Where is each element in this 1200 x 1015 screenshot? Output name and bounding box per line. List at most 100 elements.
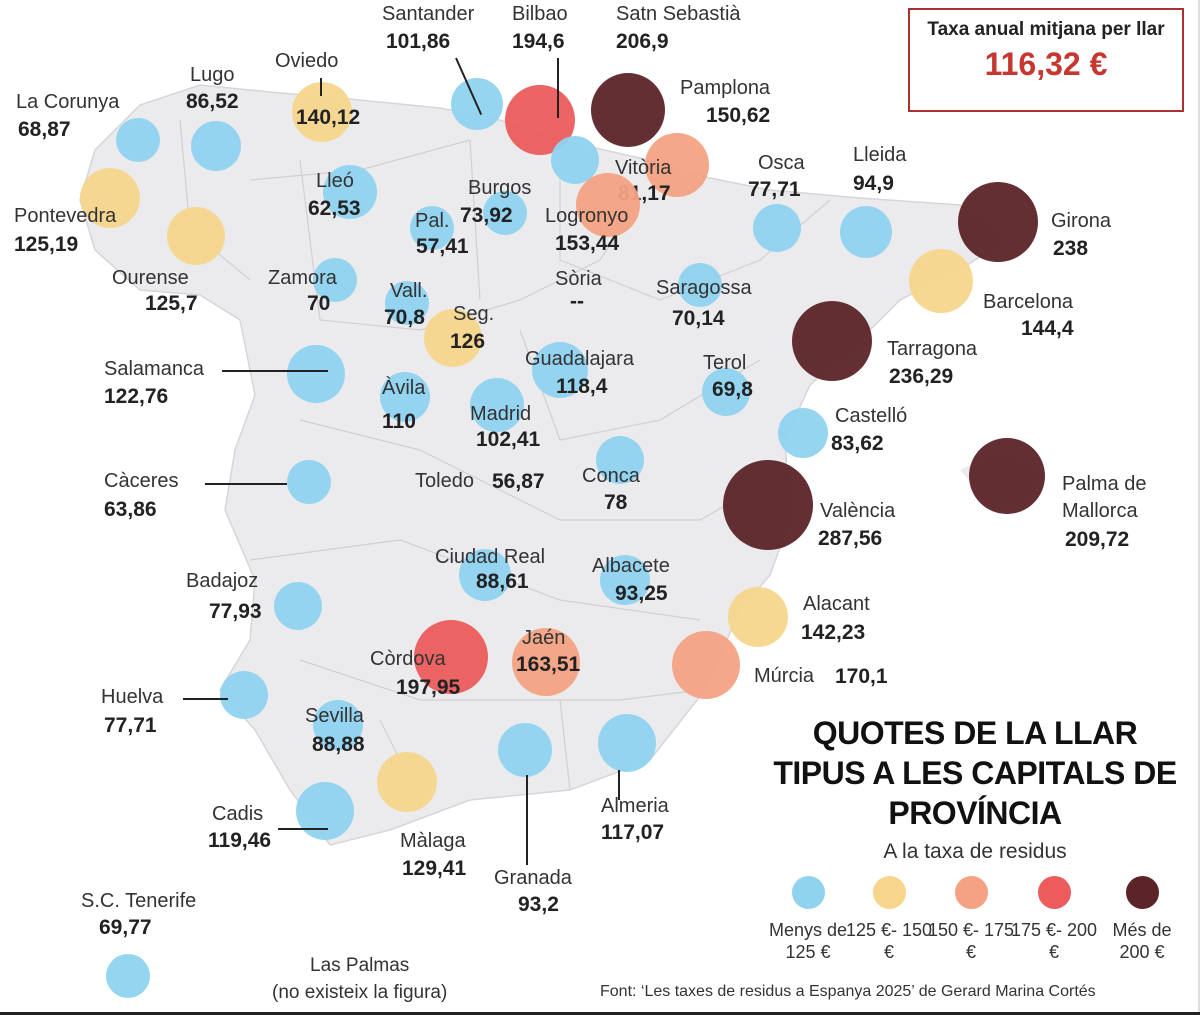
city-name: Barcelona	[983, 291, 1074, 313]
city-value: 93,25	[615, 582, 668, 605]
leader-line	[557, 58, 559, 118]
marker-logronyo	[576, 173, 640, 237]
city-value: 197,95	[396, 676, 461, 699]
city-name: Palma de Mallorca	[1062, 473, 1147, 522]
marker-vall-	[385, 281, 429, 325]
city-value: --	[570, 290, 584, 313]
frame-edge	[1198, 0, 1200, 1015]
city-value: 69,8	[712, 378, 753, 401]
las-palmas-name: Las Palmas	[310, 955, 410, 976]
city-value: 119,46	[208, 829, 272, 852]
city-value: 69,77	[99, 916, 152, 939]
marker-guadalajara	[532, 342, 588, 398]
city-name: Zamora	[268, 267, 337, 289]
marker-huelva	[220, 671, 268, 719]
leader-line	[183, 698, 228, 700]
city-value: 63,86	[104, 498, 157, 521]
city-name: Castelló	[835, 405, 908, 427]
city-name: Oviedo	[275, 50, 339, 72]
marker-satn-sebasti-	[591, 73, 665, 147]
city-name: Conca	[582, 465, 640, 487]
city-name: Madrid	[470, 403, 532, 425]
marker-ja-n	[512, 628, 580, 696]
city-value: 83,62	[831, 432, 884, 455]
city-value: 88,88	[312, 733, 365, 756]
marker-conca	[596, 436, 644, 484]
marker-val-ncia	[723, 460, 813, 550]
marker-ourense	[167, 207, 225, 265]
legend-label: Menys de 125 €	[768, 920, 848, 962]
marker-granada	[498, 723, 552, 777]
marker-la-corunya	[116, 118, 160, 162]
city-name: Seg.	[453, 303, 495, 325]
city-value: 94,9	[853, 172, 894, 195]
city-value: 129,41	[402, 857, 467, 880]
marker-zamora	[313, 258, 357, 302]
marker-cadis	[296, 782, 354, 840]
marker-castell-	[778, 408, 828, 458]
marker-osca	[753, 204, 801, 252]
marker-tarragona	[792, 301, 872, 381]
city-name: Bilbao	[512, 3, 568, 25]
city-name: Burgos	[468, 177, 532, 199]
city-value: 117,07	[601, 821, 665, 844]
city-value: 88,61	[476, 570, 529, 593]
city-value: 150,62	[706, 104, 771, 127]
marker-burgos	[483, 191, 527, 235]
las-palmas-note: (no existeix la figura)	[272, 982, 448, 1003]
city-name: Santander	[382, 3, 475, 25]
city-name: Vall.	[390, 280, 428, 302]
marker-terol	[702, 368, 750, 416]
city-value: 236,29	[889, 365, 954, 388]
legend-swatch	[1037, 876, 1071, 909]
city-value: 287,56	[818, 527, 883, 550]
legend-item: 125 €- 150 €	[844, 876, 934, 963]
city-name: Granada	[494, 867, 572, 889]
city-value: 70,8	[384, 306, 425, 329]
bottom-rule	[0, 1012, 1200, 1015]
city-name: Albacete	[592, 555, 670, 577]
marker-pamplona	[645, 133, 709, 197]
city-name: Àvila	[382, 377, 426, 399]
marker-ciudad-real	[459, 549, 511, 601]
marker-almeria	[598, 714, 656, 772]
city-value: 144,4	[1021, 317, 1074, 340]
leader-line	[205, 483, 287, 485]
city-value: 209,72	[1065, 528, 1130, 551]
legend-label: Més de 200 €	[1112, 920, 1172, 962]
legend-label: 175 €- 200 €	[1010, 920, 1098, 962]
city-value: 122,76	[104, 385, 169, 408]
las-palmas-label: Las Palmas (no existeix la figura)	[272, 952, 447, 1006]
city-name: Ourense	[112, 267, 189, 289]
city-name: Pamplona	[680, 77, 771, 99]
legend-item: Més de 200 €	[1097, 876, 1187, 963]
legend-swatch	[954, 876, 988, 909]
city-name: Lleida	[853, 144, 907, 166]
leader-line	[618, 770, 620, 800]
city-value: 68,87	[18, 118, 71, 141]
map-subtitle: A la taxa de residus	[883, 840, 1067, 863]
leader-line	[320, 78, 322, 96]
city-name: Múrcia	[754, 665, 815, 687]
city-name: València	[820, 500, 896, 522]
city-name: Huelva	[101, 686, 164, 708]
marker-pontevedra	[80, 168, 140, 228]
city-value: 77,71	[104, 714, 157, 737]
leader-line	[222, 370, 328, 372]
average-tax-box: Taxa anual mitjana per llar 116,32 €	[908, 8, 1184, 112]
marker-vit-ria	[551, 136, 599, 184]
marker-badajoz	[274, 582, 322, 630]
legend-swatch	[872, 876, 906, 909]
legend-swatch	[791, 876, 825, 909]
city-name: Osca	[758, 152, 805, 174]
city-value: 93,2	[518, 893, 559, 916]
city-name: Sevilla	[305, 705, 364, 727]
legend-label: 150 €- 175 €	[927, 920, 1015, 962]
city-name: Vitòria	[615, 157, 672, 179]
city-name: Girona	[1051, 210, 1112, 232]
city-name: Lleó	[316, 170, 354, 192]
city-value: 101,86	[386, 30, 451, 53]
marker-madrid	[470, 378, 524, 432]
marker-girona	[958, 182, 1038, 262]
